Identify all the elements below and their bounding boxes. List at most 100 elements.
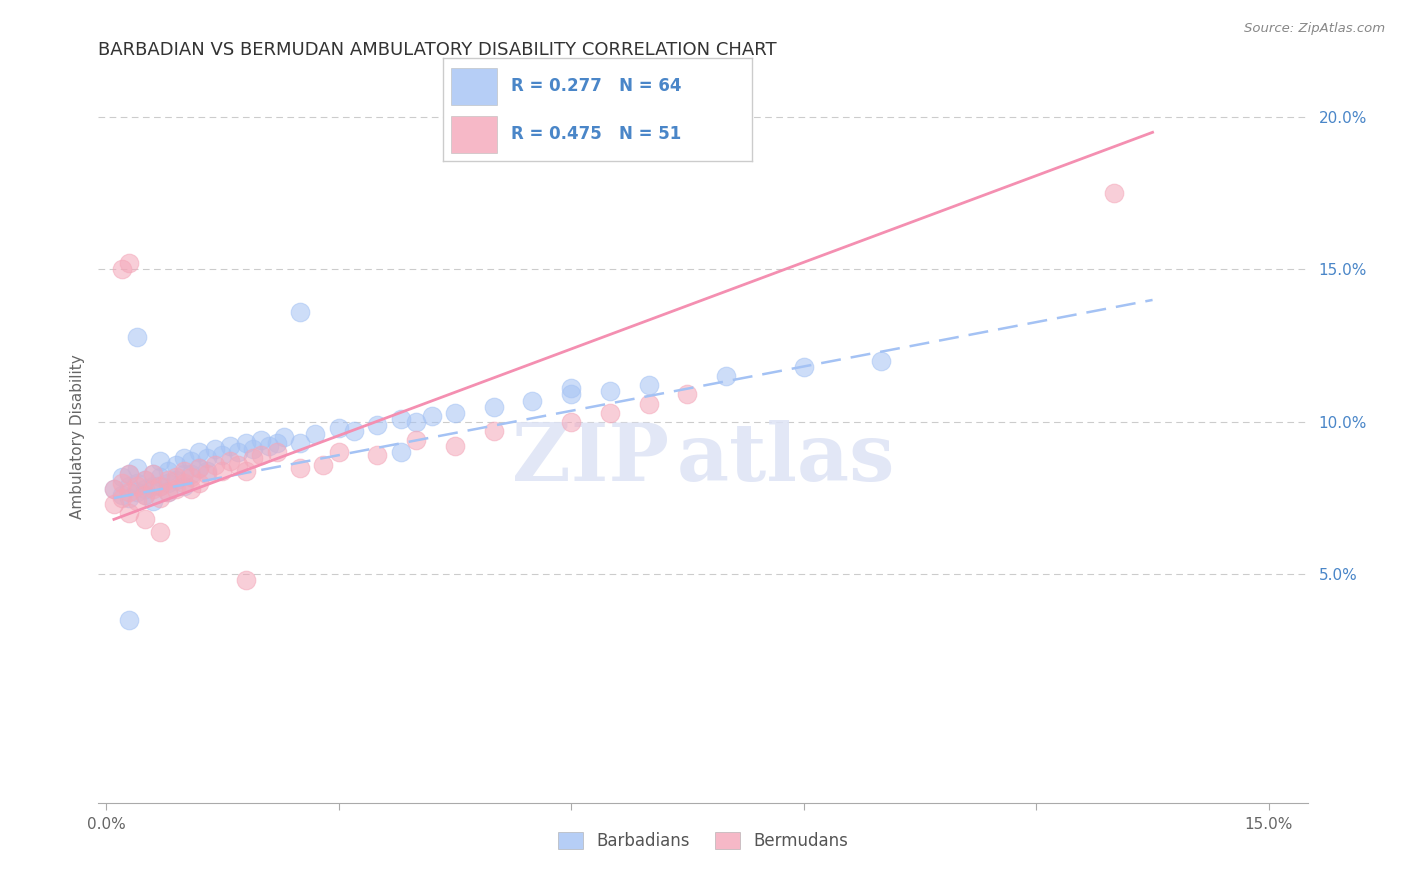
Point bbox=[180, 469, 202, 483]
Point bbox=[211, 464, 233, 478]
Point bbox=[219, 454, 242, 468]
Point bbox=[118, 479, 141, 493]
Point bbox=[793, 359, 815, 374]
Point bbox=[127, 460, 149, 475]
Point bbox=[366, 417, 388, 432]
Point bbox=[118, 613, 141, 627]
Point bbox=[204, 458, 226, 472]
Point bbox=[149, 479, 172, 493]
Point bbox=[599, 384, 621, 399]
Y-axis label: Ambulatory Disability: Ambulatory Disability bbox=[69, 355, 84, 519]
Point bbox=[134, 473, 156, 487]
Point bbox=[560, 387, 582, 401]
Point bbox=[288, 305, 311, 319]
Point bbox=[180, 467, 202, 481]
Point bbox=[444, 439, 467, 453]
Point bbox=[366, 448, 388, 462]
Text: ZIP atlas: ZIP atlas bbox=[512, 420, 894, 498]
Point bbox=[482, 424, 505, 438]
Point bbox=[266, 436, 288, 450]
Point bbox=[165, 469, 187, 483]
Point bbox=[111, 262, 134, 277]
Point bbox=[405, 433, 427, 447]
Point bbox=[560, 381, 582, 395]
Point bbox=[211, 448, 233, 462]
Point bbox=[235, 436, 257, 450]
Point bbox=[257, 439, 280, 453]
Point bbox=[195, 467, 218, 481]
Point bbox=[242, 442, 264, 457]
Point bbox=[118, 485, 141, 500]
Point bbox=[149, 491, 172, 505]
Point bbox=[142, 494, 165, 508]
Point bbox=[195, 464, 218, 478]
Point bbox=[134, 488, 156, 502]
Point bbox=[195, 451, 218, 466]
Point bbox=[118, 256, 141, 270]
Point bbox=[127, 329, 149, 343]
Point bbox=[522, 393, 544, 408]
Point bbox=[142, 482, 165, 496]
Point bbox=[134, 482, 156, 496]
Text: R = 0.475   N = 51: R = 0.475 N = 51 bbox=[510, 125, 681, 143]
Point bbox=[118, 467, 141, 481]
Point bbox=[444, 406, 467, 420]
Point bbox=[165, 482, 187, 496]
Point bbox=[111, 475, 134, 490]
Point bbox=[482, 400, 505, 414]
Point bbox=[165, 473, 187, 487]
Point bbox=[180, 454, 202, 468]
Point bbox=[134, 488, 156, 502]
Point bbox=[134, 512, 156, 526]
Point bbox=[242, 451, 264, 466]
Text: BARBADIAN VS BERMUDAN AMBULATORY DISABILITY CORRELATION CHART: BARBADIAN VS BERMUDAN AMBULATORY DISABIL… bbox=[98, 41, 778, 59]
Point bbox=[142, 467, 165, 481]
Point bbox=[250, 433, 273, 447]
Point bbox=[111, 488, 134, 502]
Point bbox=[157, 464, 180, 478]
Point bbox=[157, 473, 180, 487]
Point bbox=[637, 378, 659, 392]
FancyBboxPatch shape bbox=[450, 116, 498, 153]
Point bbox=[173, 464, 195, 478]
Point bbox=[103, 482, 125, 496]
Point bbox=[204, 442, 226, 457]
Point bbox=[188, 460, 211, 475]
Point bbox=[405, 415, 427, 429]
Point bbox=[560, 415, 582, 429]
Point bbox=[149, 524, 172, 539]
Point bbox=[389, 412, 412, 426]
Point bbox=[235, 464, 257, 478]
Point bbox=[219, 439, 242, 453]
Point bbox=[266, 445, 288, 459]
Point bbox=[226, 445, 249, 459]
Point bbox=[149, 479, 172, 493]
Point bbox=[599, 406, 621, 420]
Point bbox=[870, 354, 893, 368]
Point bbox=[157, 475, 180, 490]
Point bbox=[118, 506, 141, 520]
Point bbox=[157, 485, 180, 500]
Point bbox=[328, 445, 350, 459]
Point bbox=[157, 485, 180, 500]
Point bbox=[304, 427, 326, 442]
Point bbox=[288, 436, 311, 450]
Point bbox=[716, 369, 738, 384]
Point bbox=[173, 475, 195, 490]
Point bbox=[142, 467, 165, 481]
Point bbox=[235, 574, 257, 588]
Text: R = 0.277   N = 64: R = 0.277 N = 64 bbox=[510, 77, 682, 95]
Point bbox=[103, 497, 125, 511]
Point bbox=[127, 475, 149, 490]
Point bbox=[111, 491, 134, 505]
Point bbox=[165, 458, 187, 472]
Point bbox=[118, 467, 141, 481]
Point bbox=[173, 479, 195, 493]
Point bbox=[312, 458, 335, 472]
Point bbox=[111, 469, 134, 483]
Point bbox=[142, 479, 165, 493]
Point bbox=[389, 445, 412, 459]
Point bbox=[328, 421, 350, 435]
Point bbox=[188, 445, 211, 459]
Point bbox=[676, 387, 699, 401]
